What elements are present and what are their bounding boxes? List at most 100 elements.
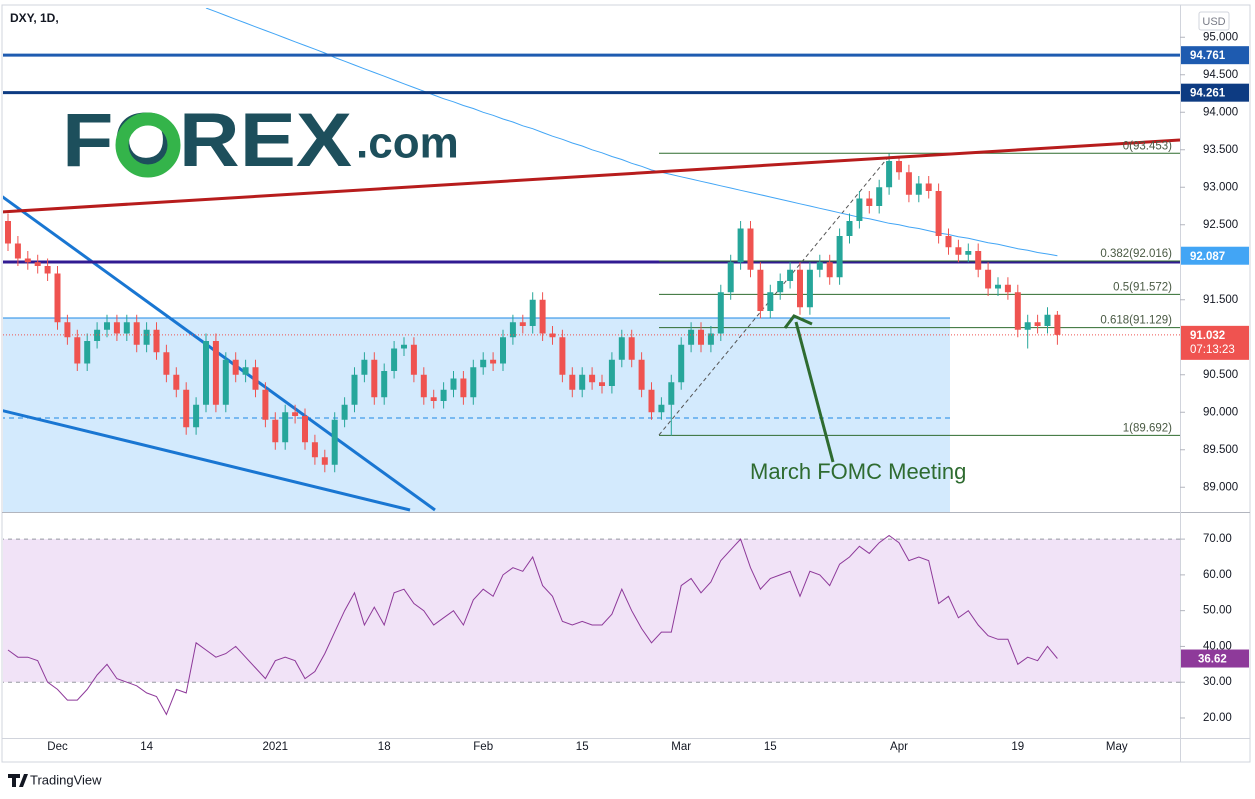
candle-body xyxy=(490,359,497,364)
candle-body xyxy=(1044,314,1051,326)
candle-body xyxy=(133,322,140,345)
y-tick-label: 93.000 xyxy=(1203,181,1238,193)
candle-body xyxy=(292,412,299,416)
candle-body xyxy=(1034,322,1041,326)
candle-body xyxy=(955,247,962,255)
y-tick-label: 50.00 xyxy=(1203,605,1232,617)
candle-body xyxy=(559,337,566,375)
logo-brand: FOREX xyxy=(62,98,352,183)
candle-body xyxy=(935,191,942,236)
candle-body xyxy=(727,262,734,293)
candle-body xyxy=(806,269,813,308)
candle-body xyxy=(777,281,784,293)
candle-body xyxy=(500,337,506,364)
candle-body xyxy=(272,419,279,443)
axes: 95.000 94.500 94.000 93.500 93.000 92.500 91.5… xyxy=(47,31,1249,753)
rsi-line xyxy=(7,534,1058,716)
candle-body xyxy=(123,322,130,334)
price-drawings xyxy=(3,154,1180,512)
candle-body xyxy=(232,359,239,375)
candle-body xyxy=(331,419,338,465)
y-tick-label: 20.00 xyxy=(1203,712,1232,724)
candle-body xyxy=(896,161,902,173)
candle-body xyxy=(529,299,536,326)
x-tick-label: 19 xyxy=(1011,741,1024,753)
candle-body xyxy=(945,236,952,248)
candle-body xyxy=(876,187,883,206)
fib-label: 0(93.453) xyxy=(1123,140,1172,152)
resistance-trend xyxy=(3,138,1180,214)
x-tick-label: Feb xyxy=(473,741,493,753)
candle-body xyxy=(113,322,120,334)
price-line-label-box xyxy=(1181,46,1249,65)
y-tick-label: 40.00 xyxy=(1203,640,1232,652)
ma-label-box xyxy=(1181,246,1249,265)
x-tick-label: 15 xyxy=(576,741,589,753)
fib-label: 0.618(91.129) xyxy=(1100,315,1172,327)
candle-body xyxy=(173,374,180,390)
x-tick-label: Dec xyxy=(47,741,68,753)
candle-body xyxy=(450,378,457,390)
candle-body xyxy=(440,389,447,401)
candle-body xyxy=(5,221,11,244)
candle-body xyxy=(826,262,833,278)
y-tick-label: 93.500 xyxy=(1203,144,1238,156)
rsi-label: 36.62 xyxy=(1198,654,1227,666)
logo-suffix: .com xyxy=(356,119,459,168)
currency: USD xyxy=(1202,16,1225,28)
candle-body xyxy=(351,374,358,405)
candle-body xyxy=(965,251,972,255)
candle-body xyxy=(242,367,249,375)
footer-brand: TradingView xyxy=(30,772,102,787)
symbol: DXY, 1D, xyxy=(10,11,59,25)
rsi-label-box xyxy=(1181,649,1249,668)
candle-body xyxy=(321,457,328,465)
moving-average xyxy=(205,8,1058,257)
candle-body xyxy=(757,269,764,311)
candle-body xyxy=(410,344,417,375)
candle-body xyxy=(608,359,615,386)
candle-body xyxy=(975,251,982,270)
candle-body xyxy=(717,292,724,334)
candle-body xyxy=(302,416,308,443)
last-price-box xyxy=(1181,325,1249,360)
annotation-arrowhead xyxy=(783,314,813,329)
candle-body xyxy=(747,228,754,270)
candle-body xyxy=(589,374,596,383)
wedge-lower xyxy=(3,409,411,512)
candle-body xyxy=(183,389,190,428)
candle-body xyxy=(737,228,744,263)
y-tick-label: 90.500 xyxy=(1203,369,1238,381)
price-overlays xyxy=(3,138,1180,463)
candle-body xyxy=(212,341,219,405)
candle-body xyxy=(1054,314,1061,335)
candle-body xyxy=(856,198,863,221)
candle-body xyxy=(1014,292,1021,330)
candle-body xyxy=(104,322,110,330)
candle-body xyxy=(985,269,992,289)
annotation: March FOMC Meeting xyxy=(750,459,966,484)
price-line-label-box xyxy=(1181,83,1249,102)
candle-body xyxy=(84,341,91,364)
y-tick-label: 90.000 xyxy=(1203,406,1238,418)
candle-body xyxy=(539,299,546,334)
range-box xyxy=(3,318,950,512)
candle-body xyxy=(361,359,368,375)
candle-body xyxy=(1024,322,1031,330)
x-tick-label: 14 xyxy=(140,741,153,753)
candle-body xyxy=(816,262,823,270)
candle-body xyxy=(925,183,932,191)
candle-body xyxy=(648,389,655,413)
x-tick-label: Mar xyxy=(671,741,691,753)
candle-body xyxy=(658,404,665,413)
candle-body xyxy=(678,344,685,383)
currency-box xyxy=(1198,11,1230,31)
x-tick-label: 15 xyxy=(764,741,777,753)
candle-body xyxy=(143,329,150,345)
x-tick-label: 2021 xyxy=(263,741,289,753)
price-line-label: 94.761 xyxy=(1190,50,1226,62)
fib-label: 0.382(92.016) xyxy=(1100,248,1172,260)
fib-trend xyxy=(658,154,891,436)
candle-body xyxy=(866,198,873,206)
